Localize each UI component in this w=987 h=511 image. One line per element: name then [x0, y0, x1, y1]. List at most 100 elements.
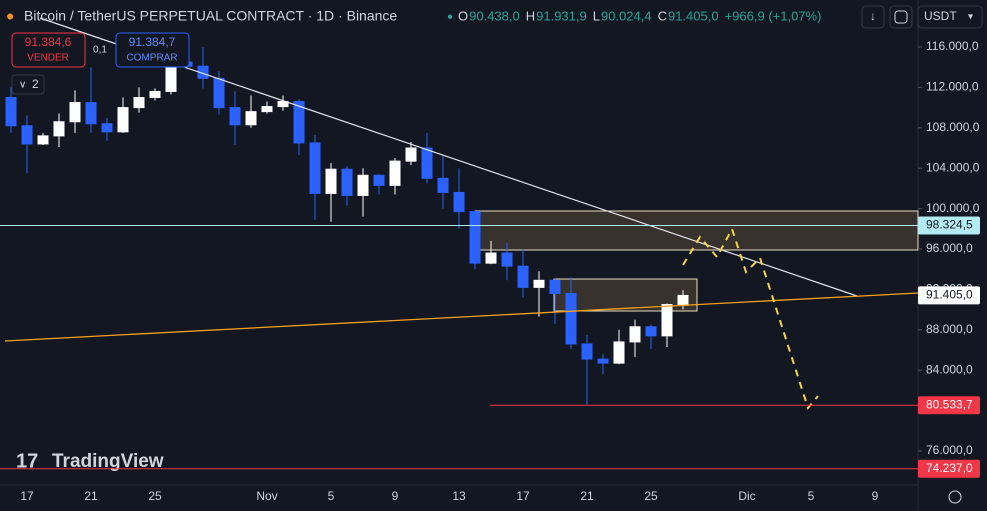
- currency-button[interactable]: [917, 5, 983, 29]
- price-label: 80.533,7: [926, 397, 973, 411]
- caret: ▾: [968, 12, 973, 23]
- symbol: Bitcoin / TetherUS PERPETUAL CONTRACT · …: [24, 8, 397, 24]
- ohlc-value: 90.024,4: [601, 8, 652, 23]
- logo: TradingView: [52, 451, 164, 472]
- x-tick-label: 21: [84, 489, 98, 503]
- price-label: 98.324,5: [926, 218, 973, 232]
- indicator-count: 2: [32, 77, 39, 91]
- buy-button[interactable]: [115, 32, 190, 68]
- price-label-box: [918, 459, 980, 478]
- candle-body: [373, 174, 385, 186]
- caret: ∨: [19, 80, 26, 91]
- candle-body: [309, 142, 321, 194]
- candle-body: [69, 102, 81, 123]
- button[interactable]: [889, 5, 913, 29]
- y-tick-label: 112.000,0: [926, 80, 979, 94]
- candle-body: [389, 160, 401, 186]
- trend-line: [4, 292, 919, 342]
- candle-body: [341, 168, 353, 196]
- candle-body: [421, 147, 433, 179]
- candle-body: [613, 341, 625, 364]
- y-tick-label: 84.000,0: [926, 362, 973, 376]
- x-tick-label: 5: [808, 489, 815, 503]
- candle-body: [565, 292, 577, 345]
- candle-body: [549, 279, 561, 294]
- candle-body: [581, 343, 593, 360]
- candle-body: [117, 107, 129, 133]
- logo-mark: 17: [16, 450, 38, 472]
- candle-body: [21, 125, 33, 145]
- coin-icon: ●: [6, 8, 14, 24]
- candle-body: [677, 294, 689, 306]
- candle-body: [517, 265, 529, 288]
- buy-label: COMPRAR: [126, 53, 177, 64]
- sell-price: 91.384,6: [25, 35, 72, 49]
- candle-body: [213, 77, 225, 109]
- x-tick-label: 21: [580, 489, 594, 503]
- y-tick-label: 116.000,0: [926, 39, 979, 53]
- candle-body: [261, 106, 273, 113]
- sell-button[interactable]: [11, 32, 86, 68]
- x-tick-label: 9: [392, 489, 399, 503]
- price-label: 74.237,0: [926, 461, 973, 475]
- candle-body: [293, 101, 305, 144]
- x-tick-label: 25: [644, 489, 658, 503]
- x-tick-label: 9: [872, 489, 879, 503]
- ohlc-value: 90.438,0: [469, 8, 520, 23]
- y-tick-label: 104.000,0: [926, 160, 980, 174]
- x-tick-label: 25: [148, 489, 162, 503]
- candle-body: [661, 304, 673, 337]
- x-tick-label: Nov: [256, 489, 277, 503]
- candles: [5, 43, 689, 405]
- y-tick-label: 76.000,0: [926, 443, 973, 457]
- ohlc-value: 91.405,0: [668, 8, 719, 23]
- candle-body: [645, 326, 657, 337]
- candle-body: [245, 111, 257, 126]
- status-dot: ●: [447, 12, 453, 23]
- price-label-box: [918, 396, 980, 415]
- candle-body: [53, 121, 65, 137]
- x-tick-label: 5: [328, 489, 335, 503]
- settings-icon[interactable]: [948, 490, 962, 504]
- x-tick-label: 13: [452, 489, 466, 503]
- projection-path: [682, 226, 819, 411]
- candle-body: [357, 174, 369, 196]
- change: +966,9 (+1,07%): [725, 8, 822, 23]
- candle-body: [533, 279, 545, 288]
- candle-body: [469, 211, 481, 264]
- price-label-box: [918, 216, 980, 235]
- zone-box: [474, 210, 919, 251]
- sell-label: VENDER: [27, 53, 69, 64]
- candle-body: [453, 191, 465, 213]
- candle-body: [277, 101, 289, 108]
- x-tick-label: Dic: [738, 489, 755, 503]
- x-tick-label: 17: [516, 489, 530, 503]
- y-tick-label: 96.000,0: [926, 241, 973, 255]
- ohlc: O 90.438,0 H 91.931,9 L 90.024,4 C 91.405,0 +966…: [458, 8, 821, 23]
- candle-body: [437, 177, 449, 193]
- buy-price: 91.384,7: [129, 35, 176, 49]
- y-tick-label: 100.000,0: [926, 201, 980, 215]
- price-label: 91.405,0: [926, 288, 973, 302]
- ohlc-value: 91.931,9: [536, 8, 587, 23]
- x-tick-label: 17: [20, 489, 34, 503]
- price-label-box: [918, 286, 980, 305]
- y-tick-label: 88.000,0: [926, 322, 973, 336]
- indicator-toggle[interactable]: [11, 74, 45, 95]
- ohlc-key: O: [458, 8, 468, 23]
- currency: USDT: [924, 9, 957, 23]
- spread: 0,1: [93, 45, 107, 56]
- candle-body: [229, 107, 241, 126]
- down-icon: ↓: [870, 9, 876, 23]
- icon: [894, 10, 908, 24]
- candle-body: [37, 135, 49, 145]
- candle-body: [485, 252, 497, 264]
- candle-body: [85, 102, 97, 125]
- button[interactable]: [861, 5, 885, 29]
- candle-body: [325, 168, 337, 194]
- candle-body: [101, 123, 113, 133]
- candle-body: [501, 252, 513, 267]
- candle-body: [5, 96, 17, 127]
